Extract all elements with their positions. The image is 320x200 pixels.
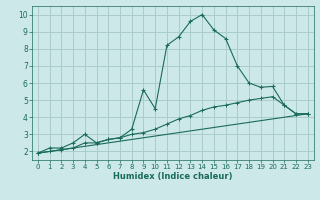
X-axis label: Humidex (Indice chaleur): Humidex (Indice chaleur) xyxy=(113,172,233,181)
